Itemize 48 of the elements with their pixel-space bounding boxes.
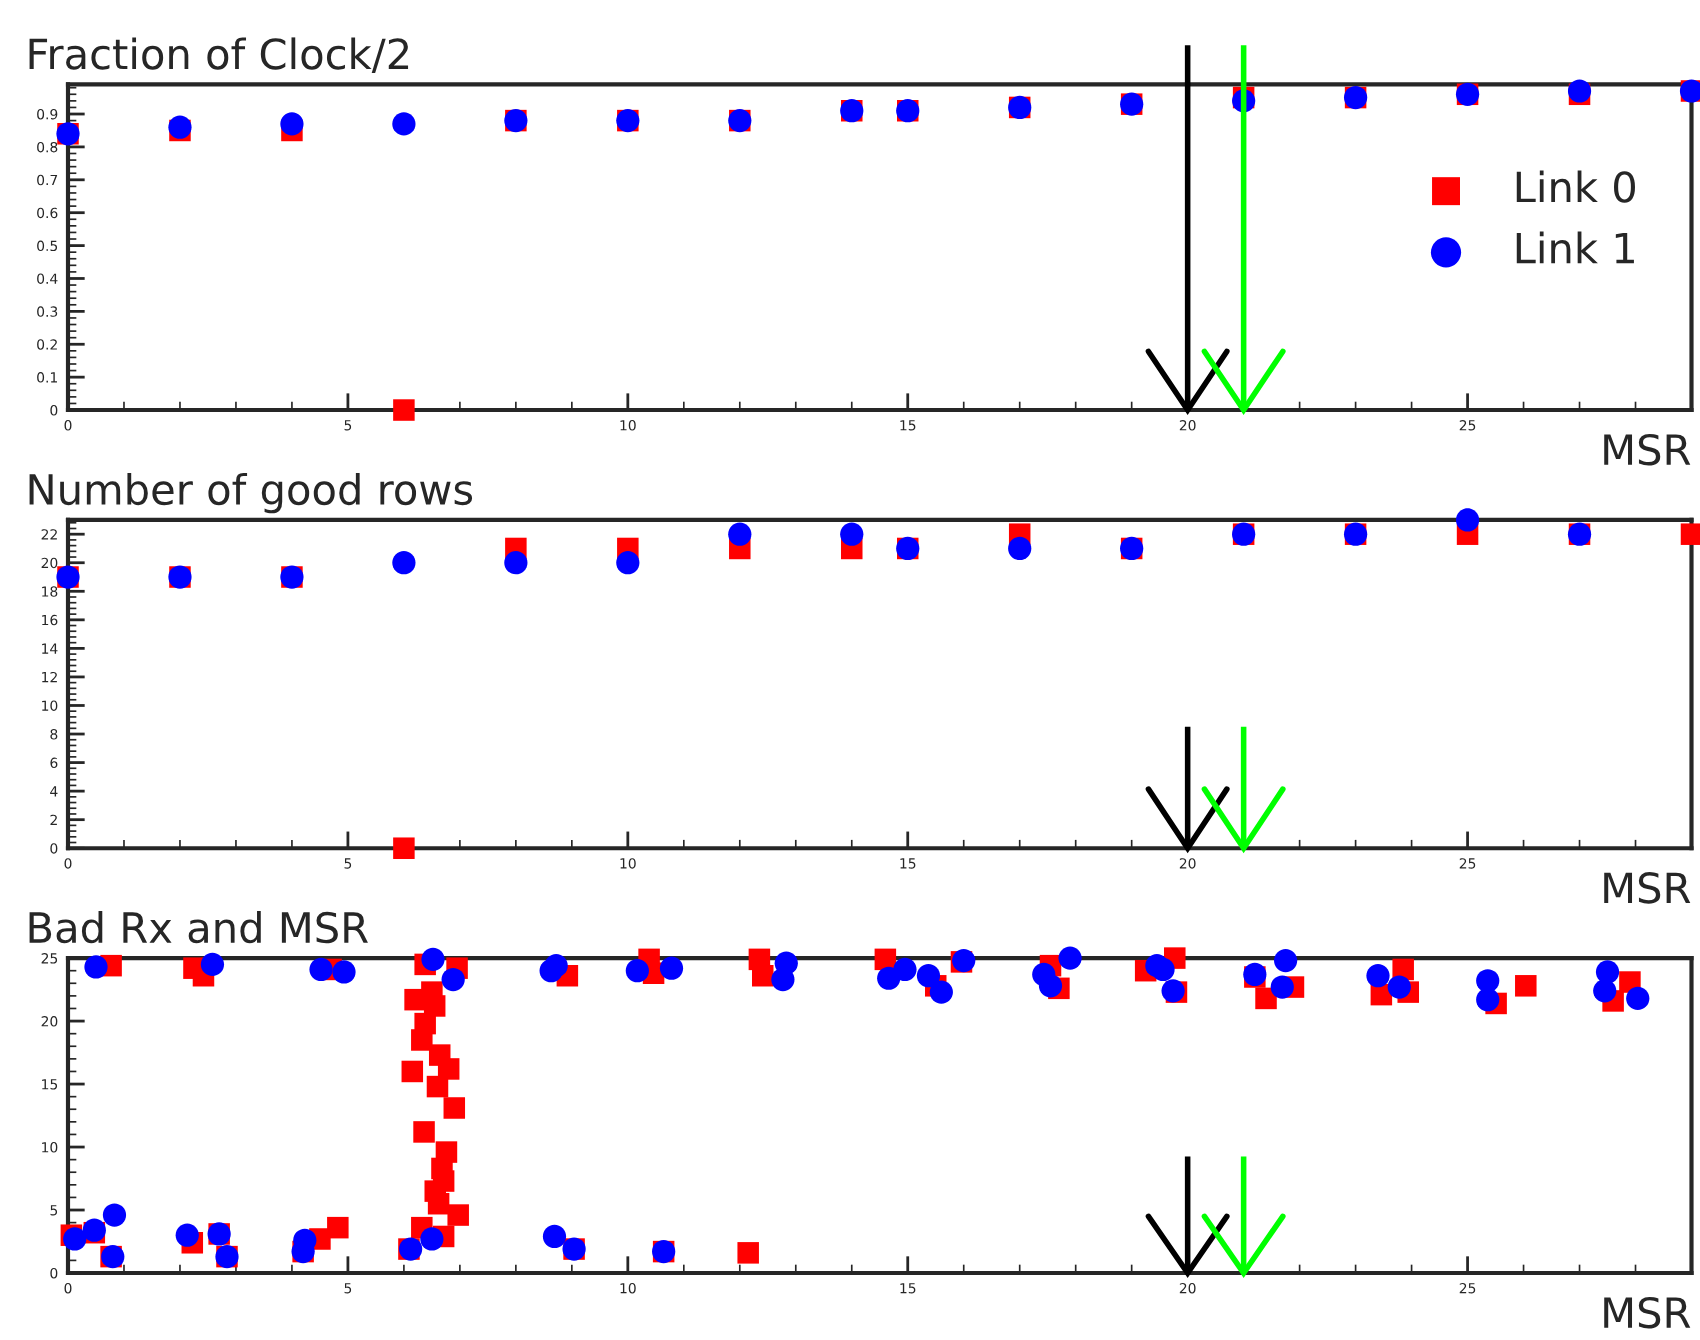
point xyxy=(441,967,465,992)
point xyxy=(393,399,415,421)
point xyxy=(280,112,304,136)
point xyxy=(200,952,225,977)
point xyxy=(392,551,416,575)
point xyxy=(1387,975,1411,999)
point xyxy=(1038,974,1063,998)
point xyxy=(659,956,684,980)
point xyxy=(1626,986,1650,1011)
point xyxy=(420,1227,444,1251)
point xyxy=(1151,957,1175,982)
point xyxy=(1008,536,1032,561)
point xyxy=(625,959,649,983)
point xyxy=(728,522,752,546)
point xyxy=(1593,979,1617,1003)
point xyxy=(1366,964,1390,988)
point xyxy=(929,980,953,1004)
point xyxy=(504,551,528,575)
point xyxy=(1270,975,1294,999)
point xyxy=(1476,988,1500,1012)
point xyxy=(1274,949,1298,973)
point xyxy=(84,955,108,979)
point xyxy=(1680,523,1700,545)
point xyxy=(1058,946,1082,970)
point xyxy=(421,947,445,971)
point xyxy=(544,954,568,978)
point xyxy=(616,551,640,575)
point xyxy=(63,1227,87,1251)
legend-label: Link 1 xyxy=(1516,231,1634,264)
point xyxy=(840,522,864,546)
point xyxy=(392,112,416,136)
point xyxy=(332,960,356,984)
chart-title: Fraction of Clock/2 xyxy=(29,37,409,73)
point xyxy=(542,1224,567,1249)
point xyxy=(393,837,415,859)
point xyxy=(175,1223,199,1247)
x-axis-title: MSR xyxy=(1604,872,1691,904)
point xyxy=(1455,508,1480,532)
chart-title: Bad Rx and MSR xyxy=(29,911,368,944)
chart-title: Number of good rows xyxy=(29,472,473,514)
legend-label: Link 0 xyxy=(1516,170,1635,203)
point xyxy=(309,957,333,982)
point xyxy=(102,1203,127,1227)
point xyxy=(916,964,941,988)
point xyxy=(893,957,917,982)
point xyxy=(771,967,795,992)
x-axis-title: MSR xyxy=(1604,433,1691,466)
x-axis-title: MSR xyxy=(1604,1296,1691,1329)
